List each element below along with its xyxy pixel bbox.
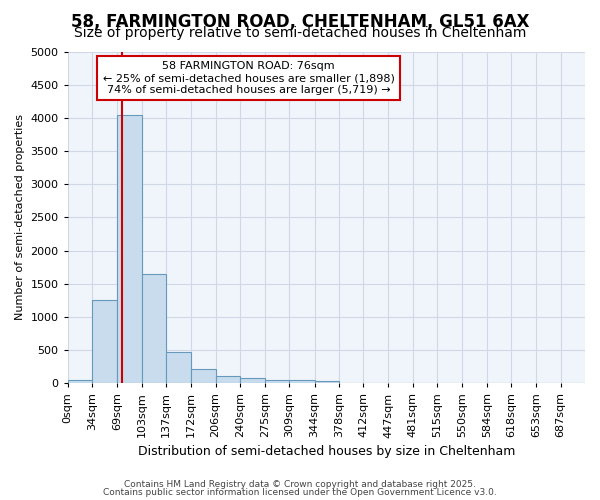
Bar [92,300,117,384]
Text: Size of property relative to semi-detached houses in Cheltenham: Size of property relative to semi-detach… [74,26,526,40]
Text: Contains HM Land Registry data © Crown copyright and database right 2025.: Contains HM Land Registry data © Crown c… [124,480,476,489]
X-axis label: Distribution of semi-detached houses by size in Cheltenham: Distribution of semi-detached houses by … [137,444,515,458]
Bar [240,378,265,384]
Y-axis label: Number of semi-detached properties: Number of semi-detached properties [15,114,25,320]
Bar [117,114,142,384]
Bar [215,376,240,384]
Bar [314,382,339,384]
Bar [68,380,92,384]
Text: 58 FARMINGTON ROAD: 76sqm
← 25% of semi-detached houses are smaller (1,898)
74% : 58 FARMINGTON ROAD: 76sqm ← 25% of semi-… [103,62,395,94]
Text: Contains public sector information licensed under the Open Government Licence v3: Contains public sector information licen… [103,488,497,497]
Text: 58, FARMINGTON ROAD, CHELTENHAM, GL51 6AX: 58, FARMINGTON ROAD, CHELTENHAM, GL51 6A… [71,12,529,30]
Bar [289,380,314,384]
Bar [265,380,289,384]
Bar [166,352,191,384]
Bar [142,274,166,384]
Bar [191,370,215,384]
